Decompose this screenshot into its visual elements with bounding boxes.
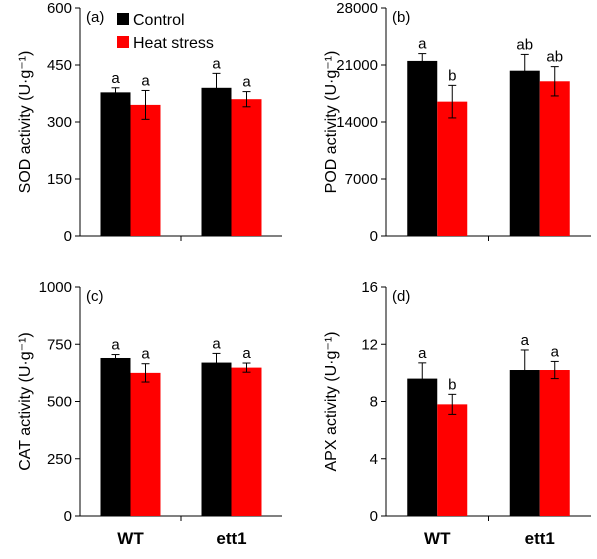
legend-label: Heat stress	[133, 35, 214, 52]
panel-label: (c)	[86, 288, 104, 305]
x-tick-label-wt: WT	[424, 529, 451, 548]
error-bar	[520, 349, 529, 391]
error-bar	[111, 354, 120, 362]
y-tick-label: 0	[370, 508, 378, 525]
y-tick-label: 0	[64, 508, 72, 525]
error-bar	[141, 89, 150, 120]
error-bar	[242, 362, 251, 373]
error-bar	[448, 393, 457, 415]
significance-letter: a	[111, 70, 120, 87]
error-bar	[141, 363, 150, 383]
bar-control-ett1	[509, 370, 540, 516]
significance-letter: ab	[546, 49, 563, 66]
error-bar	[212, 72, 221, 103]
bar-heat-stress-ett1	[539, 81, 570, 237]
bar-control-wt	[407, 60, 438, 236]
y-tick-label: 1000	[39, 279, 72, 296]
y-axis-label: POD activity (U·g⁻¹)	[323, 51, 340, 194]
panel-4: 0 4 8 12 16 APX activity (U·g⁻¹) (d) a b WT a a ett1	[323, 279, 591, 548]
bar-control-wt	[100, 92, 131, 236]
y-tick-label: 500	[47, 394, 72, 411]
y-tick-label: 250	[47, 451, 72, 468]
error-bar	[550, 360, 559, 380]
legend-label: Control	[133, 12, 185, 29]
y-tick-label: 14000	[336, 114, 378, 131]
significance-letter: a	[418, 345, 427, 362]
error-bar	[111, 87, 120, 98]
legend: Control Heat stress	[117, 12, 214, 52]
y-tick-label: 600	[47, 0, 72, 17]
bar-heat-stress-wt	[130, 372, 161, 516]
y-tick-label: 0	[370, 228, 378, 245]
significance-letter: a	[141, 346, 150, 363]
significance-letter: a	[242, 345, 251, 362]
y-axis-label: APX activity (U·g⁻¹)	[323, 331, 340, 471]
y-tick-label: 21000	[336, 57, 378, 74]
error-bar	[418, 53, 427, 69]
y-tick-label: 300	[47, 114, 72, 131]
panel-2: 0 7000 14000 21000 28000 POD activity (U·g⁻¹)…	[323, 0, 591, 245]
bar-heat-stress-ett1	[231, 367, 262, 516]
y-tick-label: 750	[47, 336, 72, 353]
y-tick-label: 28000	[336, 0, 378, 17]
bar-heat-stress-ett1	[539, 370, 570, 516]
significance-letter: a	[521, 332, 530, 349]
panel-label: (a)	[86, 9, 104, 26]
bar-heat-stress-wt	[130, 104, 161, 237]
significance-letter: a	[242, 74, 251, 91]
x-tick-label-ett1: ett1	[216, 529, 246, 548]
bar-control-ett1	[201, 362, 232, 516]
legend-swatch	[117, 13, 129, 25]
error-bar	[242, 91, 251, 108]
significance-letter: b	[448, 67, 456, 84]
panel-3: 0 250 500 750 1000 CAT activity (U·g⁻¹) (c) a a W…	[17, 279, 282, 548]
panel-label: (d)	[392, 288, 410, 305]
y-tick-label: 8	[370, 394, 378, 411]
panel-label: (b)	[392, 9, 410, 26]
significance-letter: a	[212, 55, 221, 72]
error-bar	[520, 53, 529, 88]
x-tick-label-wt: WT	[117, 529, 144, 548]
bar-control-ett1	[201, 87, 232, 236]
bar-heat-stress-ett1	[231, 99, 262, 236]
bar-heat-stress-wt	[437, 404, 468, 516]
bar-control-wt	[100, 357, 131, 516]
significance-letter: a	[551, 343, 560, 360]
x-tick-label-ett1: ett1	[525, 529, 555, 548]
y-tick-label: 150	[47, 171, 72, 188]
bar-control-wt	[407, 378, 438, 516]
y-tick-label: 16	[361, 279, 378, 296]
y-axis-label: SOD activity (U·g⁻¹)	[17, 51, 34, 194]
legend-swatch	[117, 36, 129, 48]
significance-letter: a	[111, 337, 120, 354]
y-tick-label: 12	[361, 336, 378, 353]
y-axis-label: CAT activity (U·g⁻¹)	[17, 332, 34, 471]
significance-letter: ab	[516, 36, 533, 53]
significance-letter: b	[448, 376, 456, 393]
y-tick-label: 0	[64, 228, 72, 245]
significance-letter: a	[141, 72, 150, 89]
bar-control-ett1	[509, 70, 540, 236]
y-tick-label: 7000	[345, 171, 378, 188]
error-bar	[550, 66, 559, 97]
bar-heat-stress-wt	[437, 101, 468, 237]
significance-letter: a	[212, 335, 221, 352]
panel-1: 0 150 300 450 600 SOD activity (U·g⁻¹) (a) a a a a	[17, 0, 282, 245]
error-bar	[418, 362, 427, 395]
y-tick-label: 4	[370, 451, 378, 468]
error-bar	[212, 352, 221, 373]
y-tick-label: 450	[47, 57, 72, 74]
significance-letter: a	[418, 36, 427, 53]
error-bar	[448, 84, 457, 119]
